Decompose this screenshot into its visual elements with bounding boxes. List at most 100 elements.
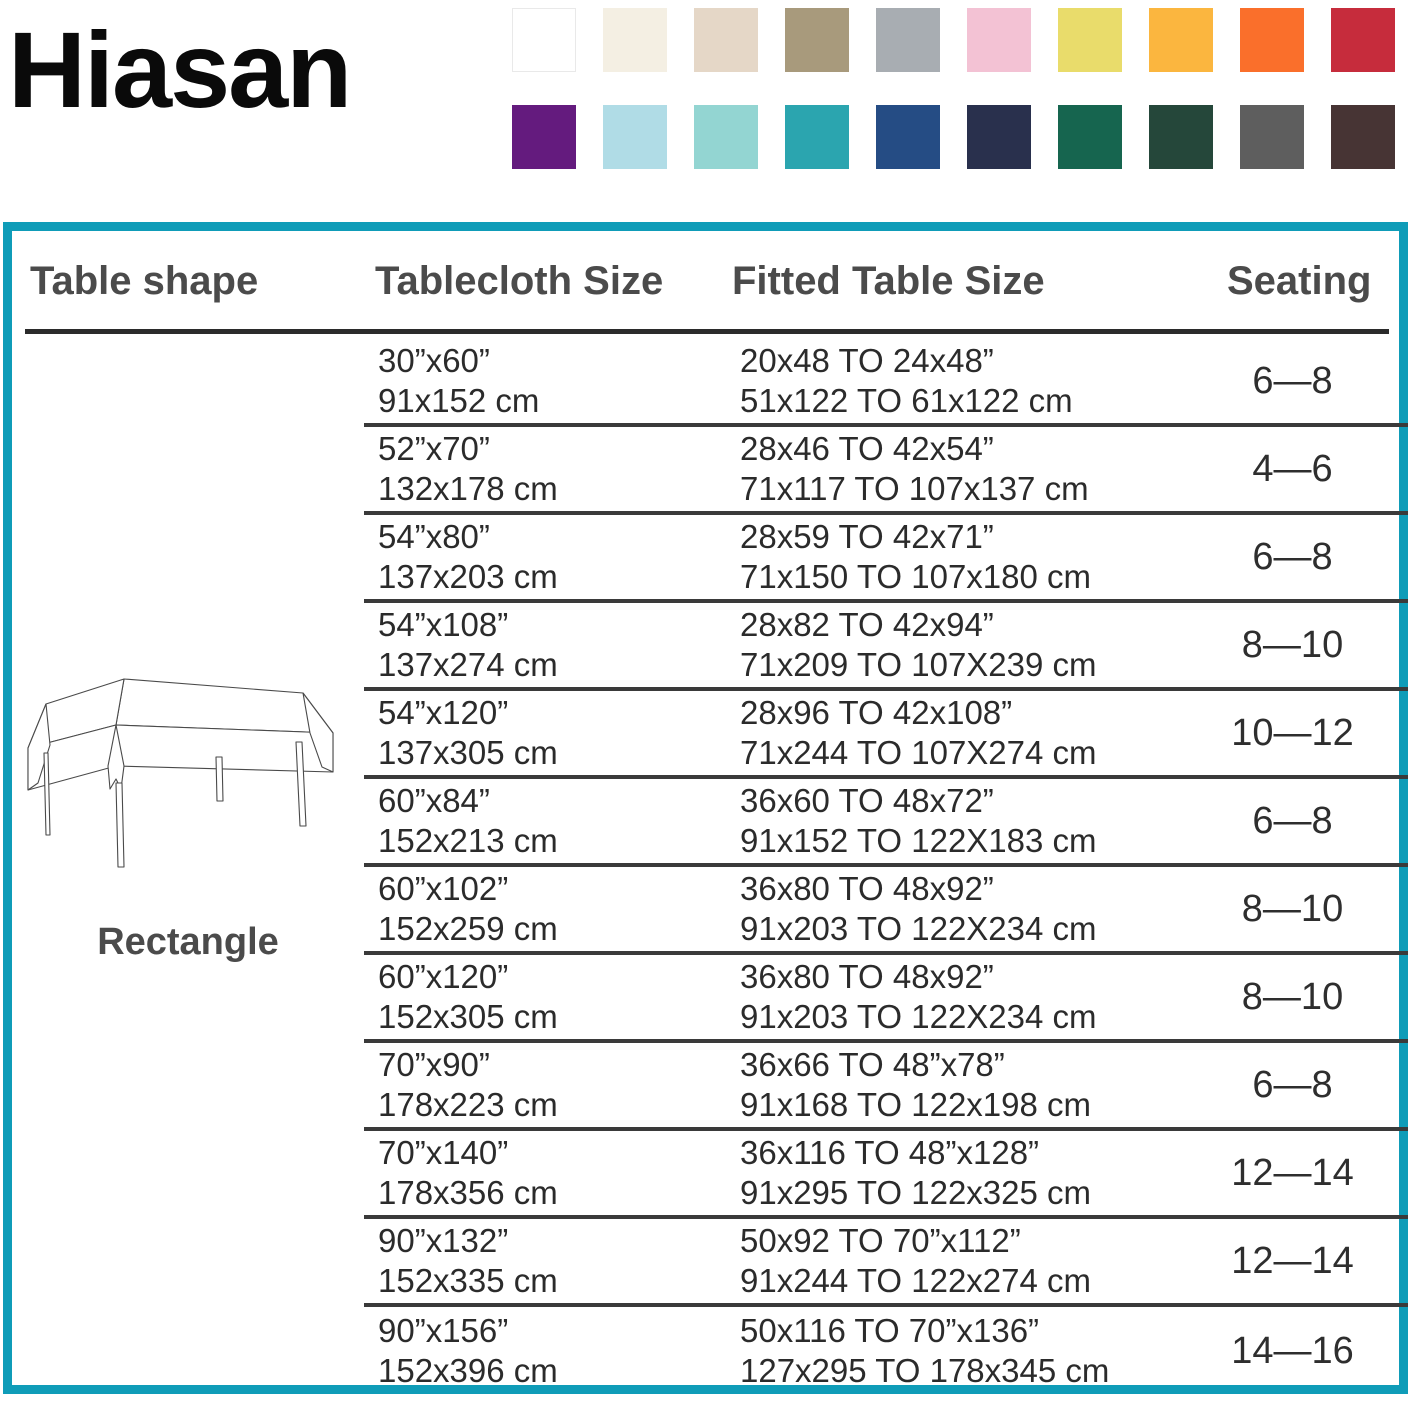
color-swatch-teal[interactable] — [785, 105, 849, 169]
tablecloth-size-cm: 178x356 cm — [378, 1174, 558, 1211]
cell-seating: 12—14 — [1231, 1151, 1354, 1194]
cell-tablecloth-size: 90”x132” 152x335 cm — [364, 1221, 724, 1302]
color-swatch-white[interactable] — [512, 8, 576, 72]
tablecloth-size-inches: 54”x108” — [378, 605, 509, 643]
fitted-size-cm: 91x244 TO 122x274 cm — [740, 1262, 1092, 1299]
fitted-size-cm: 127x295 TO 178x345 cm — [740, 1352, 1110, 1389]
tablecloth-size-cm: 178x223 cm — [378, 1086, 558, 1123]
fitted-size-inches: 36x66 TO 48”x78” — [740, 1045, 1005, 1083]
table-row: 30”x60” 91x152 cm 20x48 TO 24x48” 51x122 TO… — [364, 339, 1408, 427]
table-row: 60”x102” 152x259 cm 36x80 TO 48x92” 91x203 … — [364, 867, 1408, 955]
tablecloth-size-cm: 132x178 cm — [378, 470, 558, 507]
fitted-size-cm: 71x209 TO 107X239 cm — [740, 646, 1097, 683]
color-swatch-beige[interactable] — [694, 8, 758, 72]
table-row: 52”x70” 132x178 cm 28x46 TO 42x54” 71x117 T… — [364, 427, 1408, 515]
color-swatch-row-top — [512, 8, 1402, 72]
color-swatch-dark-gray[interactable] — [1240, 105, 1304, 169]
color-swatch-grid — [512, 8, 1402, 202]
color-swatch-forest-green[interactable] — [1149, 105, 1213, 169]
tablecloth-size-inches: 52”x70” — [378, 429, 490, 467]
table-row: 90”x132” 152x335 cm 50x92 TO 70”x112” 91x24… — [364, 1219, 1408, 1307]
brand-header: Hiasan — [0, 0, 1417, 205]
color-swatch-gray[interactable] — [876, 8, 940, 72]
color-swatch-purple[interactable] — [512, 105, 576, 169]
cell-seating: 4—6 — [1252, 447, 1333, 490]
color-swatch-dark-navy[interactable] — [967, 105, 1031, 169]
color-swatch-orange[interactable] — [1240, 8, 1304, 72]
fitted-size-cm: 91x168 TO 122x198 cm — [740, 1086, 1092, 1123]
cell-fitted-table-size: 36x116 TO 48”x128” 91x295 TO 122x325 cm — [724, 1133, 1219, 1214]
cell-tablecloth-size: 54”x108” 137x274 cm — [364, 605, 724, 686]
cell-seating: 6—8 — [1252, 535, 1333, 578]
color-swatch-brown[interactable] — [1331, 105, 1395, 169]
tablecloth-size-inches: 60”x102” — [378, 869, 509, 907]
header-divider — [25, 329, 1389, 334]
cell-fitted-table-size: 50x92 TO 70”x112” 91x244 TO 122x274 cm — [724, 1221, 1219, 1302]
cell-fitted-table-size: 36x80 TO 48x92” 91x203 TO 122X234 cm — [724, 957, 1219, 1038]
cell-fitted-table-size: 28x59 TO 42x71” 71x150 TO 107x180 cm — [724, 517, 1219, 598]
table-row: 54”x108” 137x274 cm 28x82 TO 42x94” 71x209 … — [364, 603, 1408, 691]
fitted-size-inches: 36x60 TO 48x72” — [740, 781, 994, 819]
cell-fitted-table-size: 36x80 TO 48x92” 91x203 TO 122X234 cm — [724, 869, 1219, 950]
cell-seating: 8—10 — [1241, 887, 1344, 930]
table-row: 54”x120” 137x305 cm 28x96 TO 42x108” 71x244… — [364, 691, 1408, 779]
color-swatch-light-blue[interactable] — [603, 105, 667, 169]
cell-fitted-table-size: 36x60 TO 48x72” 91x152 TO 122X183 cm — [724, 781, 1219, 862]
cell-seating: 8—10 — [1241, 975, 1344, 1018]
table-shape-column: Rectangle — [12, 341, 364, 1381]
cell-seating: 12—14 — [1231, 1239, 1354, 1282]
color-swatch-aqua[interactable] — [694, 105, 758, 169]
color-swatch-taupe[interactable] — [785, 8, 849, 72]
tablecloth-size-inches: 90”x132” — [378, 1221, 509, 1259]
fitted-size-inches: 28x96 TO 42x108” — [740, 693, 1013, 731]
fitted-size-inches: 28x59 TO 42x71” — [740, 517, 994, 555]
color-swatch-row-bottom — [512, 105, 1402, 169]
tablecloth-size-inches: 60”x84” — [378, 781, 490, 819]
cell-tablecloth-size: 60”x84” 152x213 cm — [364, 781, 724, 862]
table-row: 60”x84” 152x213 cm 36x60 TO 48x72” 91x152 T… — [364, 779, 1408, 867]
tablecloth-size-inches: 70”x140” — [378, 1133, 509, 1171]
color-swatch-navy-blue[interactable] — [876, 105, 940, 169]
fitted-size-inches: 36x80 TO 48x92” — [740, 957, 994, 995]
tablecloth-size-inches: 60”x120” — [378, 957, 509, 995]
cell-tablecloth-size: 30”x60” 91x152 cm — [364, 341, 724, 422]
cell-seating: 14—16 — [1231, 1329, 1354, 1372]
fitted-size-inches: 50x92 TO 70”x112” — [740, 1221, 1021, 1259]
table-row: 70”x90” 178x223 cm 36x66 TO 48”x78” 91x168 … — [364, 1043, 1408, 1131]
cell-seating: 6—8 — [1252, 1063, 1333, 1106]
cell-seating: 6—8 — [1252, 359, 1333, 402]
color-swatch-gold[interactable] — [1149, 8, 1213, 72]
tablecloth-size-inches: 70”x90” — [378, 1045, 490, 1083]
cell-fitted-table-size: 50x116 TO 70”x136” 127x295 TO 178x345 cm — [724, 1311, 1219, 1392]
tablecloth-size-cm: 91x152 cm — [378, 382, 540, 419]
tablecloth-size-inches: 54”x80” — [378, 517, 490, 555]
cell-seating: 8—10 — [1241, 623, 1344, 666]
color-swatch-emerald[interactable] — [1058, 105, 1122, 169]
color-swatch-red[interactable] — [1331, 8, 1395, 72]
cell-tablecloth-size: 54”x120” 137x305 cm — [364, 693, 724, 774]
fitted-size-inches: 28x46 TO 42x54” — [740, 429, 994, 467]
fitted-size-inches: 28x82 TO 42x94” — [740, 605, 994, 643]
tablecloth-size-cm: 152x259 cm — [378, 910, 558, 947]
cell-fitted-table-size: 20x48 TO 24x48” 51x122 TO 61x122 cm — [724, 341, 1219, 422]
cell-tablecloth-size: 54”x80” 137x203 cm — [364, 517, 724, 598]
color-swatch-ivory[interactable] — [603, 8, 667, 72]
cell-tablecloth-size: 70”x140” 178x356 cm — [364, 1133, 724, 1214]
size-chart-panel: Table shape Tablecloth Size Fitted Table… — [3, 222, 1408, 1394]
column-header-fitted-table-size: Fitted Table Size — [732, 259, 1045, 303]
size-chart-rows: 30”x60” 91x152 cm 20x48 TO 24x48” 51x122 TO… — [364, 339, 1408, 1395]
tablecloth-size-cm: 137x203 cm — [378, 558, 558, 595]
tablecloth-size-inches: 90”x156” — [378, 1311, 509, 1349]
tablecloth-size-cm: 152x335 cm — [378, 1262, 558, 1299]
rectangle-table-illustration-icon — [20, 671, 350, 871]
cell-tablecloth-size: 52”x70” 132x178 cm — [364, 429, 724, 510]
table-row: 60”x120” 152x305 cm 36x80 TO 48x92” 91x203 … — [364, 955, 1408, 1043]
tablecloth-size-cm: 137x274 cm — [378, 646, 558, 683]
cell-fitted-table-size: 28x82 TO 42x94” 71x209 TO 107X239 cm — [724, 605, 1219, 686]
fitted-size-inches: 36x80 TO 48x92” — [740, 869, 994, 907]
fitted-size-cm: 51x122 TO 61x122 cm — [740, 382, 1073, 419]
color-swatch-yellow[interactable] — [1058, 8, 1122, 72]
cell-seating: 10—12 — [1231, 711, 1354, 754]
color-swatch-pink[interactable] — [967, 8, 1031, 72]
tablecloth-size-cm: 152x213 cm — [378, 822, 558, 859]
